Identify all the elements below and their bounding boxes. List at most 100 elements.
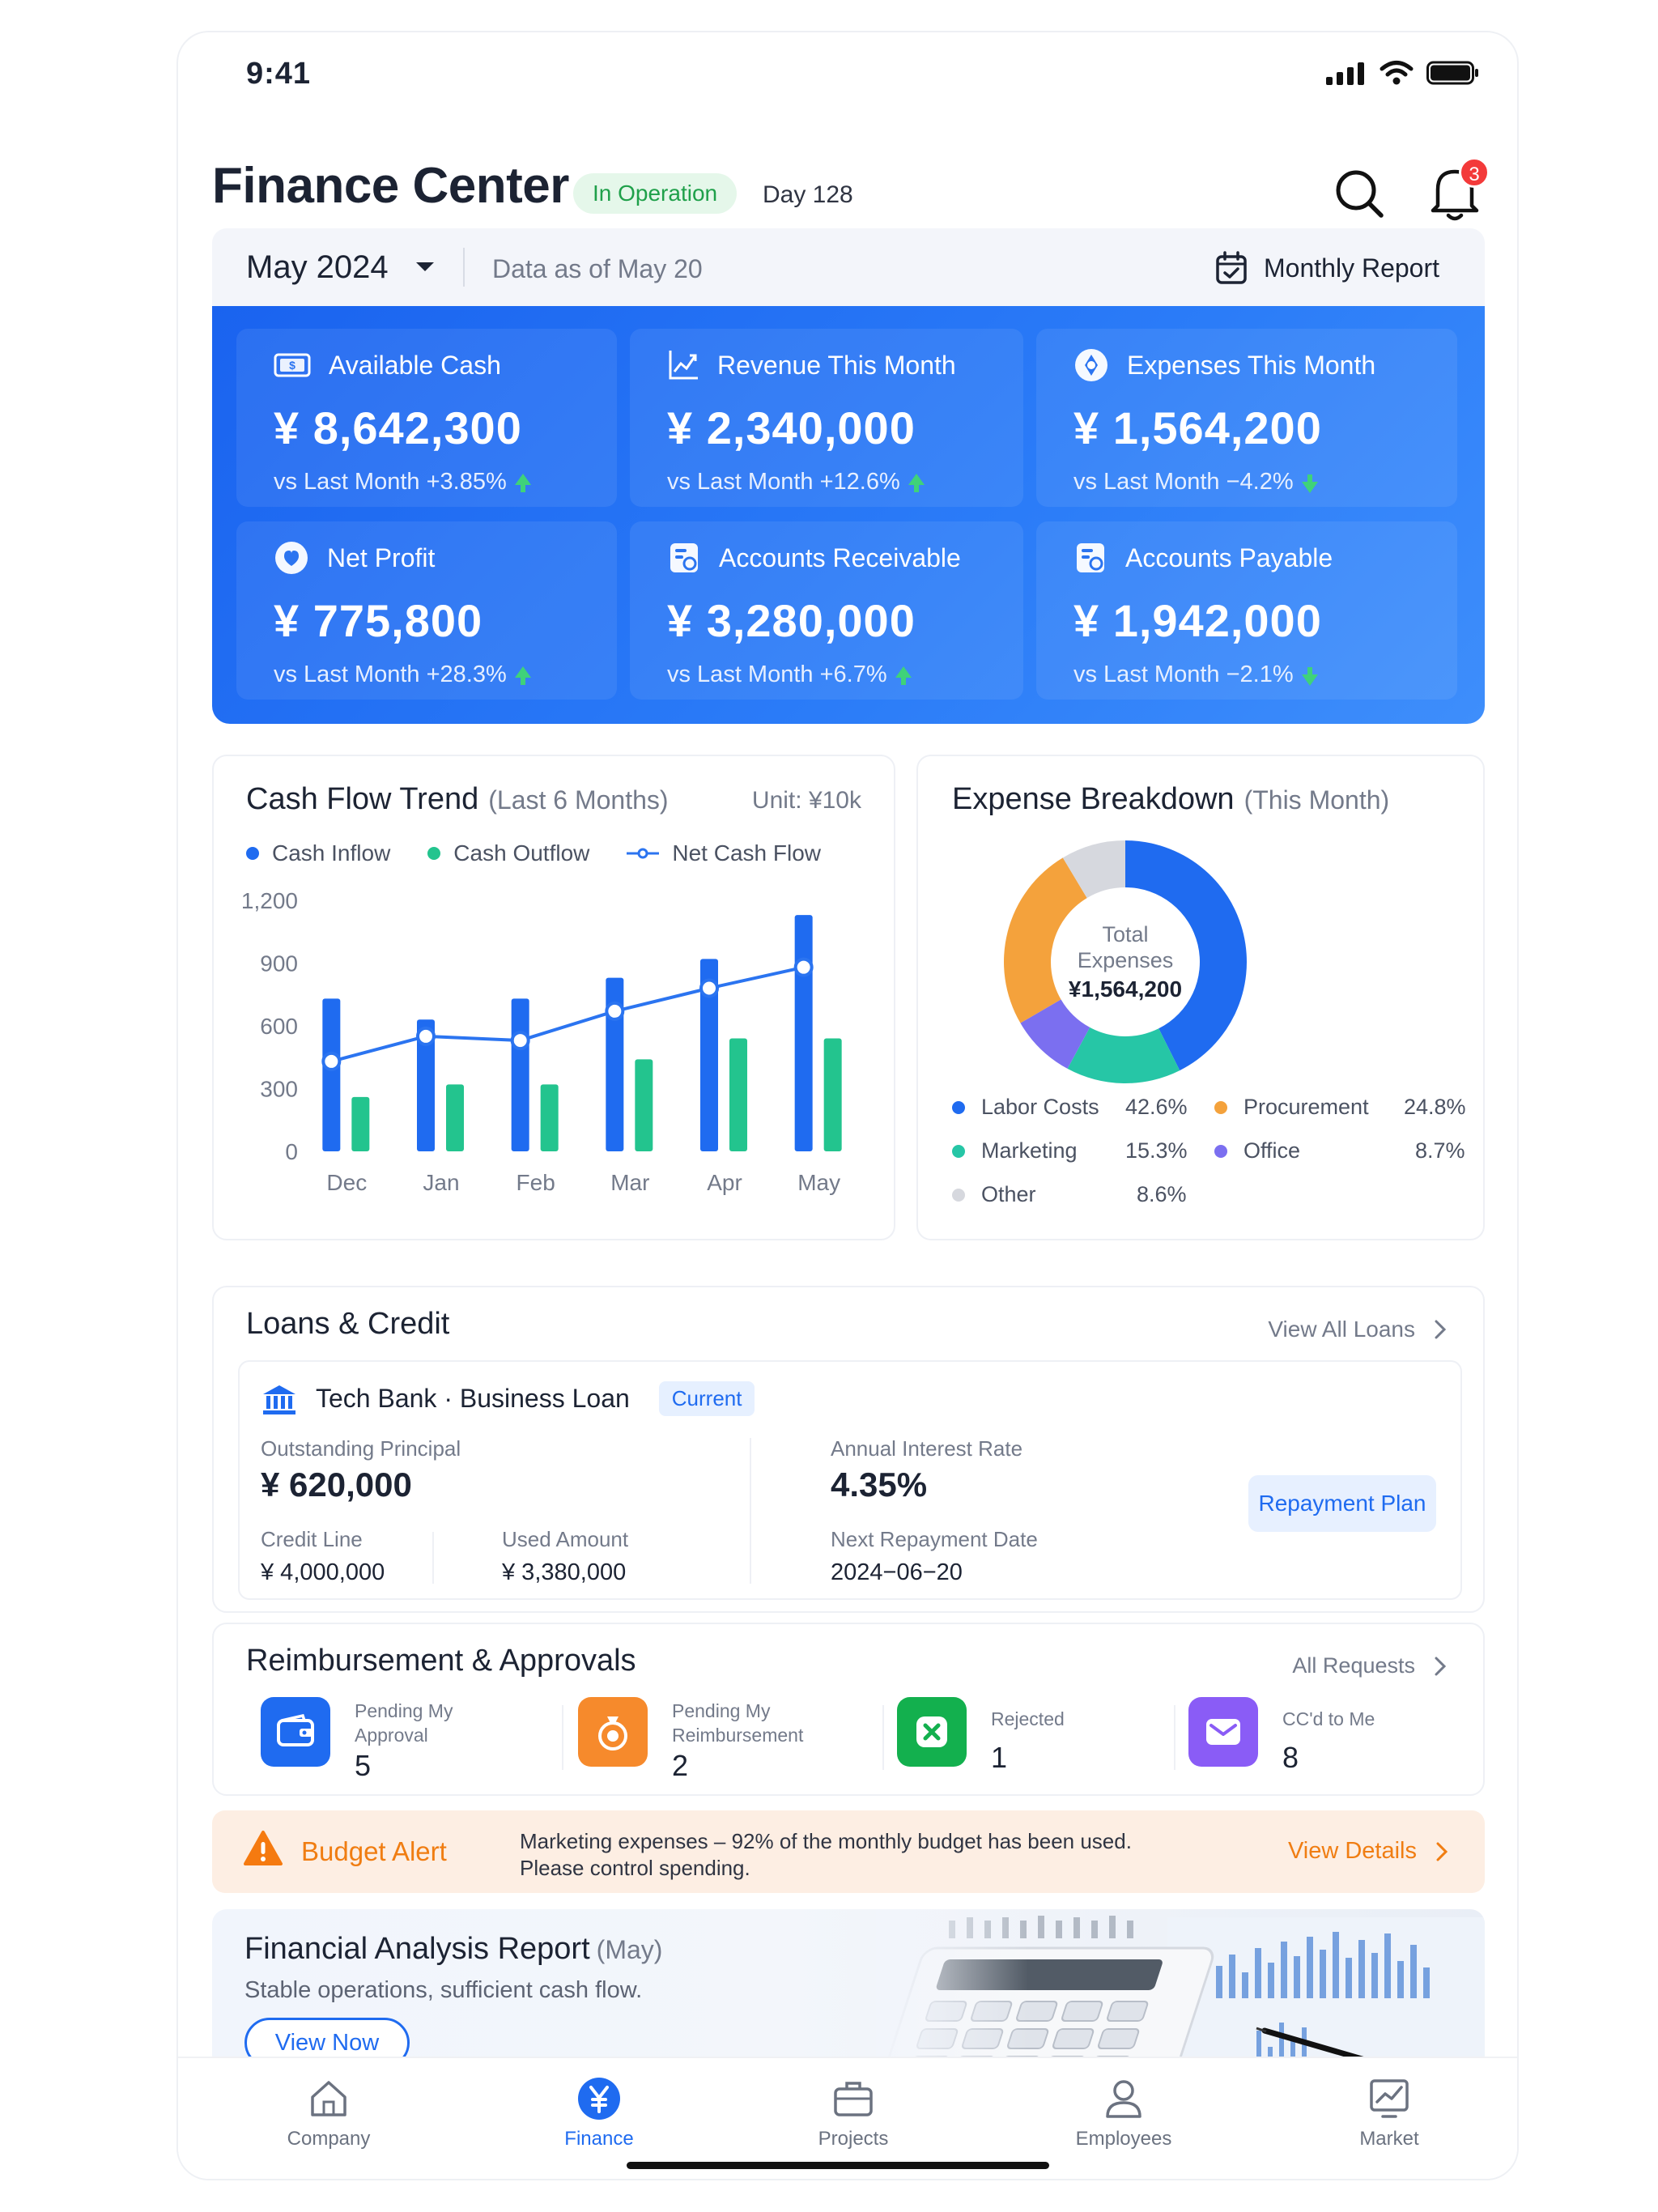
divider: [750, 1438, 751, 1584]
arrow-up-icon: [895, 666, 912, 685]
kpi-value: ¥ 1,942,000: [1073, 595, 1322, 646]
bar-cash-inflow: [606, 977, 624, 1151]
loan-item[interactable]: Tech Bank · Business Loan Current Outsta…: [238, 1360, 1462, 1600]
search-icon: [1336, 170, 1384, 218]
donut-slice-marketing[interactable]: [1067, 1027, 1180, 1083]
tab-company[interactable]: Company: [248, 2076, 410, 2150]
kpi-available-cash[interactable]: $ Available Cash ¥ 8,642,300 vs Last Mon…: [236, 329, 617, 507]
loan-status-badge: Current: [658, 1381, 755, 1416]
data-date-note: Data as of May 20: [492, 254, 703, 283]
receivable-icon: [670, 543, 698, 572]
divider: [1174, 1705, 1175, 1770]
money-bag-icon: [578, 1697, 648, 1767]
donut-slice-office[interactable]: [1020, 999, 1090, 1069]
donut-slice-other[interactable]: [1062, 840, 1125, 899]
arrow-up-icon: [514, 666, 531, 685]
tab-projects[interactable]: Projects: [772, 2076, 934, 2150]
alert-message: Marketing expenses – 92% of the monthly …: [520, 1829, 1132, 1880]
mail-icon: [1188, 1697, 1258, 1767]
ccd-to-me-item[interactable]: CC'd to Me 8: [1188, 1697, 1480, 1786]
expense-title: Expense Breakdown (This Month): [952, 782, 1390, 816]
wallet-icon: [261, 1697, 330, 1767]
legend-other: Other: [952, 1182, 1036, 1207]
month-selector[interactable]: May 2024: [246, 249, 389, 285]
pending-approval-item[interactable]: Pending My Approval 5: [261, 1697, 552, 1786]
view-details-link[interactable]: View Details: [1288, 1838, 1448, 1865]
expense-breakdown-card[interactable]: Expense Breakdown (This Month) Total Expe…: [916, 755, 1485, 1240]
all-requests-link[interactable]: All Requests: [1292, 1653, 1446, 1678]
reimb-count: 5: [355, 1749, 372, 1782]
budget-alert[interactable]: Budget Alert Marketing expenses – 92% of…: [212, 1810, 1485, 1893]
bar-cash-outflow: [446, 1084, 464, 1151]
legend-cash-outflow[interactable]: Cash Outflow: [427, 840, 589, 866]
x-tick-label: Mar: [610, 1170, 649, 1195]
monthly-report-label: Monthly Report: [1264, 253, 1439, 283]
y-tick-label: 600: [260, 1014, 298, 1039]
donut-slice-labor-costs[interactable]: [1125, 840, 1247, 1071]
kpi-expenses[interactable]: Expenses This Month ¥ 1,564,200 vs Last …: [1036, 329, 1457, 507]
tab-employees[interactable]: Employees: [1043, 2076, 1205, 2150]
wifi-icon: [1380, 61, 1414, 85]
status-time: 9:41: [246, 57, 312, 91]
legend-marketing: Marketing: [952, 1138, 1078, 1163]
kpi-revenue[interactable]: Revenue This Month ¥ 2,340,000 vs Last M…: [630, 329, 1023, 507]
divider: [463, 248, 465, 287]
outstanding-label: Outstanding Principal: [261, 1436, 461, 1461]
kpi-value: ¥ 2,340,000: [667, 402, 916, 453]
day-counter: Day 128: [763, 181, 853, 208]
reimbursement-card: Reimbursement & Approvals All Requests P…: [212, 1623, 1485, 1796]
view-all-loans-link[interactable]: View All Loans: [1268, 1317, 1446, 1342]
net-cash-flow-point: [510, 1031, 530, 1051]
expense-icon: [1075, 349, 1107, 381]
bank-icon: [263, 1385, 295, 1414]
kpi-compare: vs Last Month −2.1%: [1073, 661, 1294, 687]
bar-cash-inflow: [322, 998, 341, 1151]
building-icon: [311, 2081, 346, 2116]
notifications-button[interactable]: 3: [1426, 157, 1490, 223]
legend-labor-costs: Labor Costs: [952, 1095, 1099, 1120]
monthly-report-button[interactable]: Monthly Report: [1215, 251, 1439, 285]
kpi-label: Accounts Payable: [1125, 542, 1333, 572]
kpi-accounts-receivable[interactable]: Accounts Receivable ¥ 3,280,000 vs Last …: [630, 521, 1023, 700]
y-tick-label: 0: [285, 1139, 298, 1164]
reimb-label: Rejected: [991, 1708, 1065, 1729]
donut-center-value: ¥1,564,200: [1068, 976, 1183, 1002]
profit-icon: [275, 542, 308, 574]
tab-finance[interactable]: Finance: [518, 2076, 680, 2150]
report-month: (May): [596, 1935, 663, 1964]
search-button[interactable]: [1331, 165, 1388, 222]
payable-icon: [1077, 543, 1104, 572]
bar-cash-inflow: [511, 998, 529, 1151]
warning-icon: [244, 1831, 283, 1865]
kpi-label: Expenses This Month: [1127, 350, 1376, 380]
alert-title: Budget Alert: [301, 1836, 447, 1866]
outstanding-value: ¥ 620,000: [261, 1465, 412, 1504]
x-tick-label: Jan: [423, 1170, 459, 1195]
report-title: Financial Analysis Report (May): [244, 1932, 663, 1966]
repayment-plan-button[interactable]: Repayment Plan: [1248, 1475, 1436, 1532]
donut-slice-procurement[interactable]: [1004, 857, 1087, 1023]
bar-cash-inflow: [417, 1019, 435, 1151]
legend-cash-inflow[interactable]: Cash Inflow: [246, 840, 390, 866]
tab-market[interactable]: Market: [1308, 2076, 1470, 2150]
bottom-tab-bar: Company Finance Projects Employees Marke…: [178, 2057, 1517, 2179]
expense-donut: Total Expenses ¥1,564,200: [999, 836, 1252, 1088]
used-amount-label: Used Amount: [502, 1527, 629, 1551]
kpi-value: ¥ 8,642,300: [274, 402, 522, 453]
cash-flow-card[interactable]: Cash Flow Trend (Last 6 Months) Unit: ¥10…: [212, 755, 895, 1240]
reimb-count: 1: [991, 1741, 1008, 1774]
kpi-net-profit[interactable]: Net Profit ¥ 775,800 vs Last Month +28.3…: [236, 521, 617, 700]
rejected-item[interactable]: Rejected 1: [897, 1697, 1188, 1786]
net-cash-flow-line: [330, 965, 805, 1063]
legend-net-cash-flow[interactable]: Net Cash Flow: [627, 840, 821, 866]
pending-reimbursement-item[interactable]: Pending My Reimbursement 2: [578, 1697, 869, 1786]
legend-pct: 8.7%: [1415, 1138, 1465, 1163]
loans-card: Loans & Credit View All Loans Tech Bank …: [212, 1286, 1485, 1613]
net-cash-flow-point: [416, 1026, 436, 1046]
legend-pct: 24.8%: [1404, 1095, 1466, 1119]
signal-icon: [1326, 62, 1364, 85]
chevron-down-icon[interactable]: [416, 262, 434, 271]
kpi-compare: vs Last Month +6.7%: [667, 661, 887, 687]
y-tick-label: 1,200: [241, 888, 298, 913]
kpi-accounts-payable[interactable]: Accounts Payable ¥ 1,942,000 vs Last Mon…: [1036, 521, 1457, 700]
